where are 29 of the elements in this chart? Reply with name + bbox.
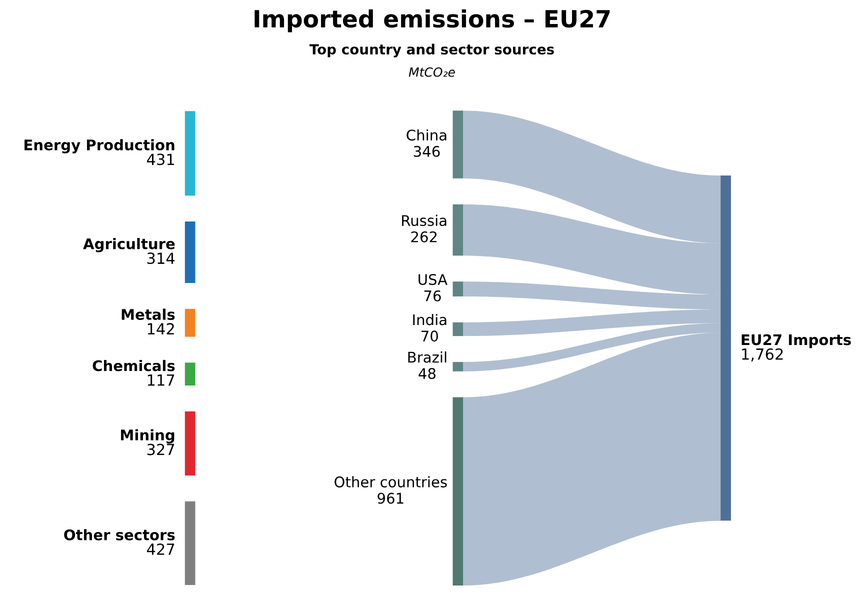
category-label: Other sectors (64, 529, 175, 540)
category-label: Agriculture (83, 238, 175, 252)
category-label: China (406, 129, 446, 141)
category-label: Mining (121, 429, 174, 444)
text: Imported emissions – EU27 (254, 9, 610, 32)
data-label: 314 (147, 252, 175, 264)
data-label: 431 (146, 154, 174, 166)
category-label: Other countries (334, 476, 447, 488)
category-label: Brazil (408, 351, 446, 363)
data-label: 327 (147, 444, 174, 456)
category-label: India (413, 314, 446, 326)
category-label: EU27 Imports (742, 334, 851, 348)
category-label: Chemicals (92, 360, 175, 372)
data-label: 70 (422, 330, 438, 342)
data-label: 346 (414, 146, 440, 157)
data-label: 427 (146, 543, 174, 555)
data-label: 1,762 (742, 348, 783, 362)
category-label: Energy Production (24, 139, 174, 154)
data-label: 76 (424, 290, 441, 302)
data-label: 142 (148, 323, 174, 334)
data-label: 48 (418, 368, 436, 380)
data-label: 961 (378, 492, 404, 504)
data-label: 117 (148, 374, 174, 386)
text: Top country and sector sources (309, 44, 554, 58)
category-label: USA (418, 274, 448, 286)
category-label: Metals (122, 308, 175, 320)
data-label: 262 (411, 231, 437, 242)
text: MtCO₂e (408, 67, 455, 77)
category-label: Russia (402, 214, 446, 226)
